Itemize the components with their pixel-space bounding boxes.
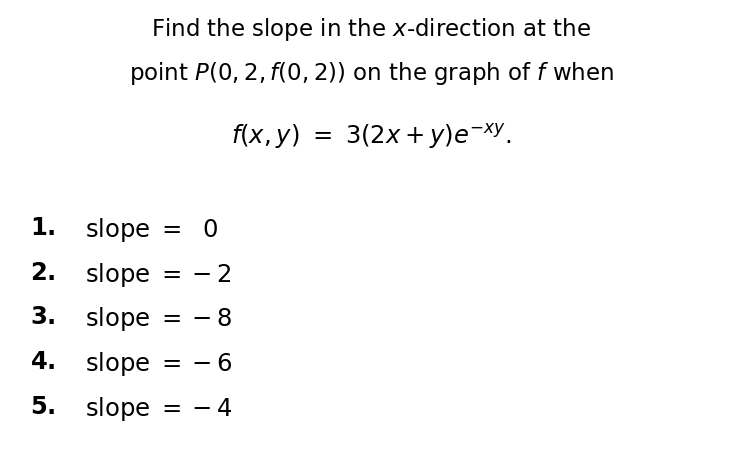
Text: $\mathbf{5.}$: $\mathbf{5.}$ <box>30 394 56 418</box>
Text: $\mathbf{3.}$: $\mathbf{3.}$ <box>30 305 56 329</box>
Text: slope $= \ \ 0$: slope $= \ \ 0$ <box>85 216 219 244</box>
Text: slope $= -6$: slope $= -6$ <box>85 349 233 377</box>
Text: $\mathbf{1.}$: $\mathbf{1.}$ <box>30 216 56 240</box>
Text: slope $= -2$: slope $= -2$ <box>85 260 233 288</box>
Text: $f(x, y) \ = \ 3(2x + y)e^{-xy}.$: $f(x, y) \ = \ 3(2x + y)e^{-xy}.$ <box>231 122 512 151</box>
Text: $\mathbf{2.}$: $\mathbf{2.}$ <box>30 260 56 284</box>
Text: slope $= -8$: slope $= -8$ <box>85 305 233 333</box>
Text: slope $= -4$: slope $= -4$ <box>85 394 233 422</box>
Text: Find the slope in the $x$-direction at the: Find the slope in the $x$-direction at t… <box>152 16 591 43</box>
Text: point $P(0, 2, f(0, 2))$ on the graph of $f$ when: point $P(0, 2, f(0, 2))$ on the graph of… <box>129 60 614 87</box>
Text: $\mathbf{4.}$: $\mathbf{4.}$ <box>30 349 56 373</box>
